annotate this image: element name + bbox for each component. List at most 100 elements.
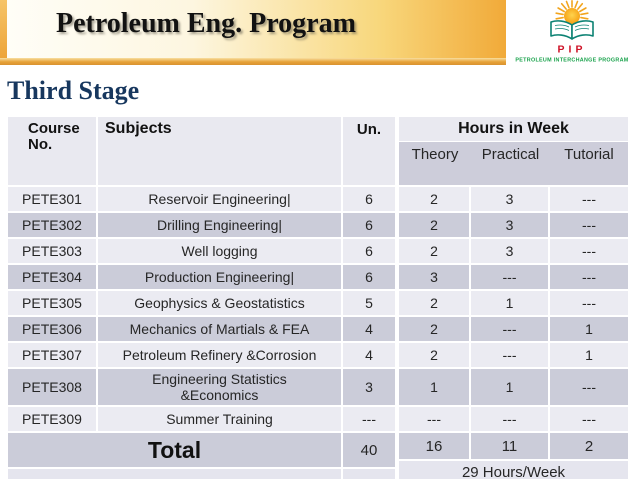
course-no-cell: PETE304 [8, 265, 96, 289]
subject-cell: Summer Training [98, 407, 341, 431]
header-practical: Practical [481, 146, 540, 163]
tutorial-cell: 1 [550, 343, 628, 367]
table-row: PETE309 Summer Training --- --- --- --- [8, 407, 628, 431]
course-no-cell: PETE302 [8, 213, 96, 237]
total-units: 40 [343, 433, 395, 467]
theory-cell: 3 [399, 265, 469, 289]
practical-cell: --- [471, 265, 548, 289]
practical-cell: 1 [471, 369, 548, 405]
theory-cell: 1 [399, 369, 469, 405]
subject-cell: Petroleum Refinery &Corrosion [98, 343, 341, 367]
course-no-cell: PETE305 [8, 291, 96, 315]
pip-subtitle: PETROLEUM INTERCHANGE PROGRAM [515, 58, 628, 64]
units-cell: 3 [343, 369, 395, 405]
practical-cell: 3 [471, 187, 548, 211]
course-no-cell: PETE307 [8, 343, 96, 367]
subject-cell: Mechanics of Martials & FEA [98, 317, 341, 341]
footer-cell [8, 469, 341, 479]
course-table: Course No. Subjects Un. Hours in Week Th… [8, 117, 628, 479]
tutorial-cell: --- [550, 239, 628, 263]
table-header: Course No. Subjects Un. Hours in Week Th… [8, 117, 628, 185]
practical-cell: 1 [471, 291, 548, 315]
course-no-cell: PETE309 [8, 407, 96, 431]
table-row: PETE303 Well logging 6 2 3 --- [8, 239, 628, 263]
header-course-no: Course No. [8, 117, 96, 185]
banner-underline [0, 58, 506, 65]
course-no-cell: PETE303 [8, 239, 96, 263]
header-subjects: Subjects [98, 117, 341, 185]
theory-cell: 2 [399, 239, 469, 263]
theory-cell: 2 [399, 213, 469, 237]
subject-cell: Drilling Engineering| [98, 213, 341, 237]
tutorial-cell: --- [550, 213, 628, 237]
sun-over-open-book-icon: PIP PETROLEUM INTERCHANGE PROGRAM [515, 0, 629, 64]
theory-cell: 2 [399, 187, 469, 211]
tutorial-cell: --- [550, 369, 628, 405]
units-cell: 6 [343, 265, 395, 289]
total-label: Total [8, 433, 341, 467]
table-row: PETE302 Drilling Engineering| 6 2 3 --- [8, 213, 628, 237]
hours-per-week-summary: 29 Hours/Week [399, 461, 628, 479]
subject-cell: Engineering Statistics &Economics [98, 369, 341, 405]
slide-title: Petroleum Eng. Program [56, 8, 356, 39]
theory-cell: 2 [399, 317, 469, 341]
units-cell: 5 [343, 291, 395, 315]
total-left: Total 40 [8, 433, 395, 479]
tutorial-cell: 1 [550, 317, 628, 341]
total-right: 16 11 2 29 Hours/Week [399, 433, 628, 479]
units-cell: 4 [343, 343, 395, 367]
tutorial-cell: --- [550, 187, 628, 211]
units-cell: 6 [343, 239, 395, 263]
header-units: Un. [343, 117, 395, 185]
total-theory: 16 [399, 433, 469, 459]
footer-cell [343, 469, 395, 479]
theory-cell: --- [399, 407, 469, 431]
subject-cell: Production Engineering| [98, 265, 341, 289]
table-row: PETE307 Petroleum Refinery &Corrosion 4 … [8, 343, 628, 367]
subject-cell: Reservoir Engineering| [98, 187, 341, 211]
section-title: Third Stage [7, 76, 140, 105]
theory-cell: 2 [399, 291, 469, 315]
header-banner [0, 0, 506, 60]
practical-cell: 3 [471, 213, 548, 237]
course-no-cell: PETE301 [8, 187, 96, 211]
practical-cell: 3 [471, 239, 548, 263]
pip-acronym: PIP [558, 44, 587, 56]
pip-logo: PIP PETROLEUM INTERCHANGE PROGRAM [506, 0, 638, 74]
open-book-icon [550, 20, 594, 40]
table-row: PETE308 Engineering Statistics &Economic… [8, 369, 628, 405]
header-tutorial: Tutorial [564, 146, 614, 163]
units-cell: --- [343, 407, 395, 431]
practical-cell: --- [471, 317, 548, 341]
table-body: PETE301 Reservoir Engineering| 6 2 3 ---… [8, 187, 628, 431]
units-cell: 4 [343, 317, 395, 341]
total-row: Total 40 [8, 433, 395, 467]
practical-cell: --- [471, 407, 548, 431]
table-row: PETE306 Mechanics of Martials & FEA 4 2 … [8, 317, 628, 341]
table-row: PETE304 Production Engineering| 6 3 --- … [8, 265, 628, 289]
total-practical: 11 [471, 433, 548, 459]
table-row: PETE305 Geophysics & Geostatistics 5 2 1… [8, 291, 628, 315]
subject-cell: Well logging [98, 239, 341, 263]
theory-cell: 2 [399, 343, 469, 367]
units-cell: 6 [343, 213, 395, 237]
total-hours-row: 16 11 2 [399, 433, 628, 459]
tutorial-cell: --- [550, 291, 628, 315]
tutorial-cell: --- [550, 265, 628, 289]
subject-cell: Geophysics & Geostatistics [98, 291, 341, 315]
banner-left-strip [0, 0, 7, 65]
total-tutorial: 2 [550, 433, 628, 459]
total-section: Total 40 16 11 2 29 Hours/Week [8, 433, 628, 479]
total-footer-spacer [8, 469, 395, 479]
header-hours-group: Hours in Week Theory Practical Tutorial [399, 117, 628, 185]
course-no-cell: PETE308 [8, 369, 96, 405]
header-hours-in-week: Hours in Week [399, 117, 628, 141]
table-row: PETE301 Reservoir Engineering| 6 2 3 --- [8, 187, 628, 211]
sun-icon [564, 8, 580, 24]
practical-cell: --- [471, 343, 548, 367]
tutorial-cell: --- [550, 407, 628, 431]
units-cell: 6 [343, 187, 395, 211]
sun-rays [555, 0, 589, 20]
course-no-cell: PETE306 [8, 317, 96, 341]
